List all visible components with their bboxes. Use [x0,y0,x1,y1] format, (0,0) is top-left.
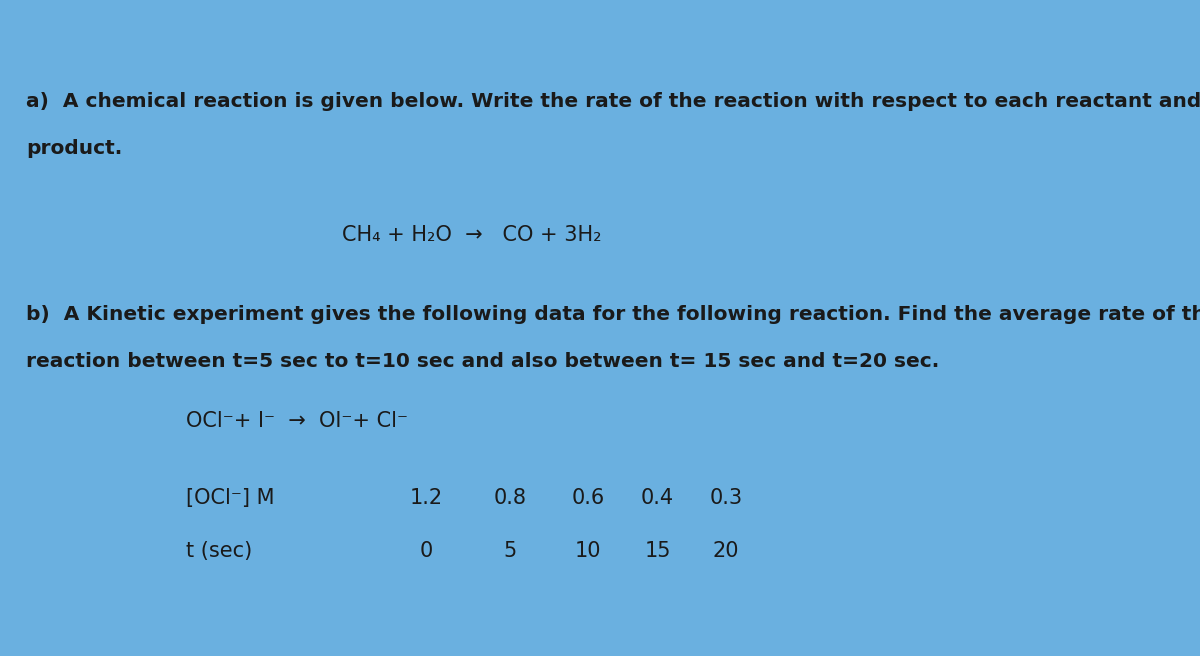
Text: product.: product. [26,139,122,158]
Text: 15: 15 [644,541,671,561]
Text: b)  A Kinetic experiment gives the following data for the following reaction. Fi: b) A Kinetic experiment gives the follow… [26,304,1200,323]
Text: 5: 5 [503,541,517,561]
Text: t (sec): t (sec) [186,541,252,561]
Text: 0: 0 [419,541,433,561]
Text: 0.6: 0.6 [571,488,605,508]
Text: 0.8: 0.8 [493,488,527,508]
Text: 20: 20 [713,541,739,561]
Text: 10: 10 [575,541,601,561]
Text: 1.2: 1.2 [409,488,443,508]
Text: 0.4: 0.4 [641,488,674,508]
Text: CH₄ + H₂O  →   CO + 3H₂: CH₄ + H₂O → CO + 3H₂ [342,225,601,245]
Text: [OCl⁻] M: [OCl⁻] M [186,488,275,508]
Text: reaction between t=5 sec to t=10 sec and also between t= 15 sec and t=20 sec.: reaction between t=5 sec to t=10 sec and… [26,352,940,371]
Text: 0.3: 0.3 [709,488,743,508]
Text: OCl⁻+ I⁻  →  OI⁻+ Cl⁻: OCl⁻+ I⁻ → OI⁻+ Cl⁻ [186,411,408,431]
Text: a)  A chemical reaction is given below. Write the rate of the reaction with resp: a) A chemical reaction is given below. W… [26,92,1200,111]
